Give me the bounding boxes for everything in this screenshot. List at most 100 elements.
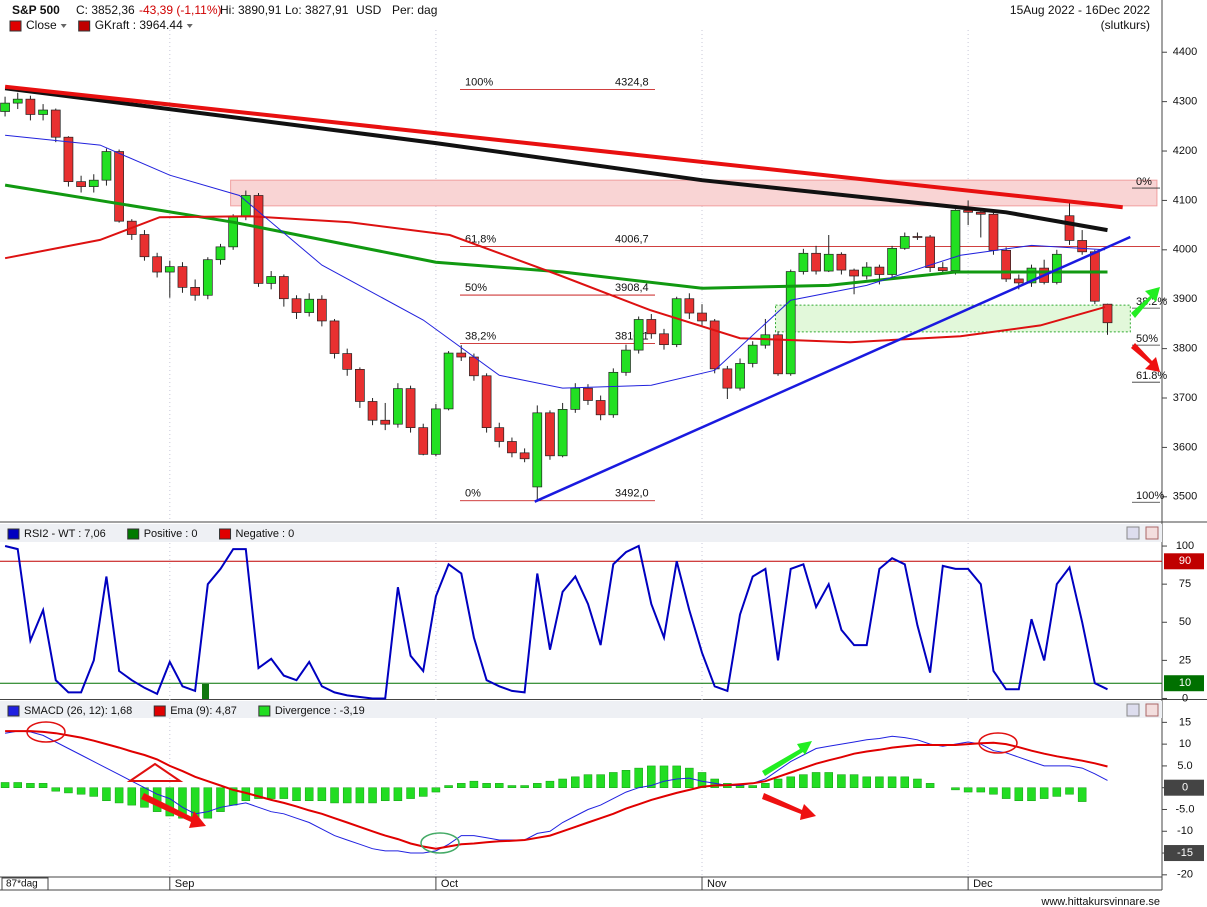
candle-body <box>152 256 162 273</box>
arrow-up <box>762 741 812 776</box>
divergence-bar <box>659 765 669 788</box>
candle-body <box>507 441 517 454</box>
candle-body <box>0 102 10 112</box>
zone <box>775 304 1131 333</box>
divergence-bar <box>507 785 517 788</box>
candle-body <box>785 271 796 375</box>
candle-body <box>1077 240 1088 253</box>
divergence-bar <box>609 772 618 788</box>
candle-body <box>899 236 910 249</box>
divergence-bar <box>482 783 491 788</box>
panel-header <box>0 524 1162 542</box>
divergence-bar <box>0 782 10 788</box>
close-button[interactable] <box>1145 703 1159 717</box>
divergence-bar <box>279 787 289 799</box>
candle-body <box>25 98 36 115</box>
overlay-line <box>4 84 1123 210</box>
candle-body <box>367 401 378 421</box>
legend-label: Close <box>26 18 57 32</box>
candle-body <box>532 412 543 488</box>
divergence-bar <box>976 787 986 793</box>
candle-body <box>849 269 859 277</box>
candle-body <box>570 387 581 410</box>
level-label: 10 <box>1179 677 1191 689</box>
divergence-bar <box>900 776 910 788</box>
divergence-bar <box>773 778 783 788</box>
divergence-bar <box>495 783 504 788</box>
candle-body <box>861 266 872 277</box>
level-box <box>1164 553 1204 570</box>
candle-body <box>747 344 758 364</box>
overlay-line <box>4 215 1106 344</box>
candle-body <box>937 267 948 271</box>
candle-body <box>709 320 720 370</box>
divergence-bar <box>76 787 86 795</box>
candle-body <box>975 211 986 215</box>
y-tick-label: 4100 <box>1173 194 1197 206</box>
legend-label: Ema (9): 4,87 <box>170 705 237 717</box>
circle-marker <box>26 721 66 743</box>
y-tick-label: 25 <box>1179 654 1191 666</box>
fib-label: 0% <box>465 488 481 500</box>
watermark: www.hittakursvinnare.se <box>1040 896 1160 907</box>
overlay-line <box>4 86 1108 233</box>
y-tick-label: 5.0 <box>1177 760 1192 772</box>
y-tick-label: -5.0 <box>1176 803 1195 815</box>
candle-body <box>950 209 961 271</box>
candle-body <box>266 276 277 284</box>
divergence-bar <box>925 783 935 788</box>
candle-body <box>253 195 264 284</box>
overlay-line <box>534 235 1131 503</box>
y-tick-label: 3700 <box>1173 392 1197 404</box>
legend-label: RSI2 - WT : 7,06 <box>24 528 106 540</box>
fib-label: 38,2% <box>465 331 496 343</box>
candle-body <box>202 259 213 296</box>
divergence-bar <box>51 787 61 792</box>
legend-swatch <box>9 20 22 32</box>
y-tick-label: 10 <box>1179 738 1191 750</box>
candle-body <box>215 246 226 261</box>
fib-label: 61,8% <box>465 233 496 245</box>
zoom-button[interactable] <box>1126 703 1140 717</box>
divergence-bar <box>761 783 770 788</box>
divergence-bar <box>431 787 441 793</box>
divergence-bar <box>786 776 795 788</box>
high: Hi: 3890,91 <box>220 3 282 17</box>
divergence-bar <box>254 787 263 799</box>
arrow-down <box>762 793 816 820</box>
candle-body <box>1001 249 1011 280</box>
candle-body <box>291 298 302 313</box>
candle-body <box>621 349 631 373</box>
y-tick-label: 4200 <box>1173 145 1197 157</box>
divergence-bar <box>634 767 643 788</box>
candle-body <box>1013 278 1024 284</box>
divergence-bar <box>647 765 656 788</box>
legend-label: GKraft : 3964.44 <box>95 18 183 32</box>
fib-value-label: 3810,1 <box>615 331 649 343</box>
candle-body <box>659 333 669 346</box>
candle-body <box>177 266 188 288</box>
candle-body <box>164 266 175 273</box>
y-tick-label: 100 <box>1176 540 1194 552</box>
divergence-bar <box>951 787 960 791</box>
divergence-bar <box>545 780 555 788</box>
divergence-bar <box>292 787 301 802</box>
candle-body <box>405 388 416 429</box>
divergence-bar <box>596 774 605 788</box>
close-button[interactable] <box>1145 526 1159 540</box>
candle-body <box>418 427 429 455</box>
candle-body <box>380 419 391 425</box>
level-box <box>1164 675 1204 692</box>
macd-line <box>5 730 1108 850</box>
candle-body <box>633 319 644 351</box>
legend-label: SMACD (26, 12): 1,68 <box>24 705 132 717</box>
candle-body <box>12 98 23 104</box>
candle-body <box>887 247 897 275</box>
zoom-button[interactable] <box>1126 526 1140 540</box>
candle-body <box>519 452 530 460</box>
divergence-bar <box>380 787 390 802</box>
divergence-bar <box>178 787 187 819</box>
y-tick-label: 3900 <box>1173 293 1197 305</box>
candle-body <box>278 276 289 300</box>
